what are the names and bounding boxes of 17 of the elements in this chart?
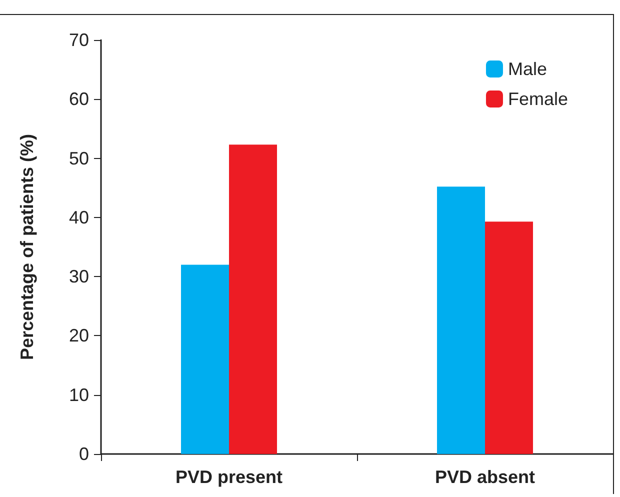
legend-label: Male [508, 59, 547, 79]
legend-label: Female [508, 89, 568, 109]
y-tick-label: 0 [78, 444, 89, 464]
y-tick-label: 70 [68, 30, 89, 50]
bar [229, 144, 277, 454]
y-axis-title: Percentage of patients (%) [17, 134, 37, 360]
bar [181, 264, 229, 454]
y-tick-label: 50 [68, 148, 89, 168]
y-tick-label: 10 [68, 384, 89, 405]
y-tick-label: 20 [68, 326, 89, 346]
x-tick-label: PVD absent [434, 467, 536, 487]
y-tick-label: 40 [68, 207, 89, 228]
bar [485, 222, 533, 454]
bar [437, 186, 485, 454]
y-tick-label: 60 [68, 89, 89, 110]
x-tick-label: PVD present [175, 467, 283, 487]
y-tick-label: 30 [68, 266, 89, 287]
